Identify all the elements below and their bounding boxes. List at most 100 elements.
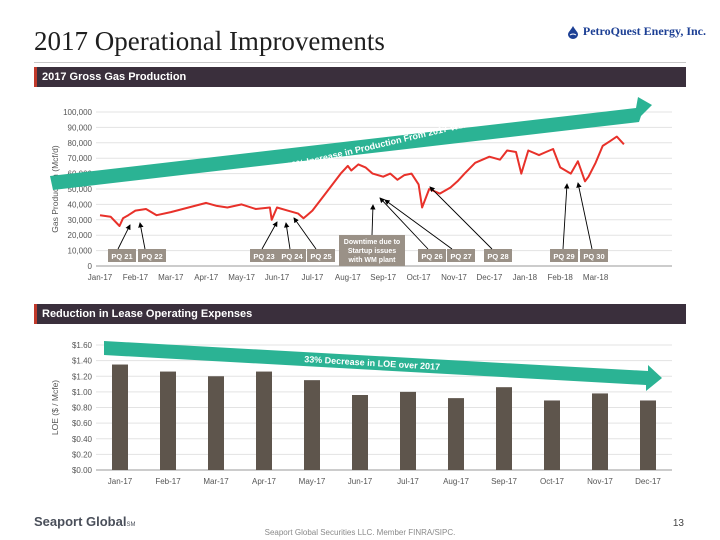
loe-bar — [208, 376, 224, 470]
pq-label-text: PQ 22 — [141, 252, 162, 261]
page-title: 2017 Operational Improvements — [34, 26, 385, 56]
annotation-arrow — [261, 221, 278, 250]
production-trend-label: 150% Increase in Production From 2017 We… — [281, 118, 474, 173]
pq-label-box — [550, 249, 578, 262]
bar-x-tick: Dec-17 — [635, 477, 661, 486]
downtime-label-text: Downtime due to — [344, 239, 400, 246]
annotation-arrow — [117, 224, 131, 250]
line-x-tick: Jan-18 — [513, 273, 538, 282]
bar-x-tick: Mar-17 — [203, 477, 229, 486]
line-x-tick: Jul-17 — [302, 273, 324, 282]
line-y-tick: 70,000 — [68, 154, 93, 163]
line-x-tick: May-17 — [228, 273, 255, 282]
bar-y-tick: $1.40 — [72, 357, 93, 366]
pq-label-text: PQ 25 — [310, 252, 331, 261]
annotation-arrow — [384, 199, 453, 250]
pq-label-text: PQ 23 — [253, 252, 274, 261]
pq-label-box — [447, 249, 475, 262]
line-y-tick: 10,000 — [68, 247, 93, 256]
line-x-tick: Jan-17 — [88, 273, 113, 282]
annotation-arrow — [293, 217, 317, 250]
loe-bar — [544, 400, 560, 470]
production-trend-arrow — [50, 97, 652, 190]
pq-label-text: PQ 28 — [487, 252, 508, 261]
loe-section-header: Reduction in Lease Operating Expenses — [34, 304, 686, 324]
loe-bar — [400, 391, 416, 470]
bar-y-tick: $1.00 — [72, 388, 93, 397]
pq-label-text: PQ 27 — [450, 252, 471, 261]
downtime-label-text: with WM plant — [347, 257, 396, 264]
loe-bar — [160, 371, 176, 470]
loe-bar — [112, 364, 128, 470]
bar-x-tick: Nov-17 — [587, 477, 613, 486]
annotation-arrow — [138, 222, 146, 250]
footer-brand: Seaport GlobalSM — [34, 514, 136, 529]
loe-bar — [352, 395, 368, 470]
line-y-tick: 40,000 — [68, 200, 93, 209]
bar-y-tick: $0.60 — [72, 419, 93, 428]
bar-x-tick: Sep-17 — [491, 477, 517, 486]
loe-bar — [640, 400, 656, 470]
pq-label-text: PQ 24 — [281, 252, 303, 261]
bar-y-tick: $0.00 — [72, 466, 93, 475]
pq-label-box — [484, 249, 512, 262]
production-series-line — [99, 135, 625, 227]
bar-y-tick: $0.80 — [72, 404, 93, 413]
pq-label-box — [250, 249, 278, 262]
bar-y-tick: $1.20 — [72, 372, 93, 381]
pq-label-box — [278, 249, 306, 262]
bar-y-tick: $0.20 — [72, 450, 93, 459]
line-y-tick: 0 — [88, 262, 93, 271]
bar-x-tick: Feb-17 — [155, 477, 181, 486]
bar-x-tick: Jan-17 — [108, 477, 133, 486]
line-y-tick: 100,000 — [63, 108, 92, 117]
loe-bar — [256, 371, 272, 470]
pq-label-text: PQ 29 — [553, 252, 574, 261]
line-y-tick: 20,000 — [68, 231, 93, 240]
line-x-tick: Dec-17 — [477, 273, 503, 282]
bar-x-tick: Aug-17 — [443, 477, 469, 486]
drop-icon — [567, 25, 578, 39]
line-x-tick: Feb-18 — [548, 273, 574, 282]
page-number: 13 — [672, 518, 684, 529]
line-x-tick: Mar-17 — [158, 273, 184, 282]
loe-bar — [496, 387, 512, 470]
line-y-tick: 50,000 — [68, 185, 93, 194]
production-section-header: 2017 Gross Gas Production — [34, 67, 686, 87]
pq-label-box — [307, 249, 335, 262]
bar-x-tick: Apr-17 — [252, 477, 277, 486]
line-x-tick: Jun-17 — [265, 273, 290, 282]
footer-note: Seaport Global Securities LLC. Member FI… — [264, 528, 456, 537]
line-x-tick: Aug-17 — [335, 273, 361, 282]
bar-y-tick: $1.60 — [72, 341, 93, 350]
bar-x-tick: Oct-17 — [540, 477, 565, 486]
bar-x-tick: Jul-17 — [397, 477, 419, 486]
line-x-tick: Nov-17 — [441, 273, 467, 282]
loe-bar — [592, 393, 608, 470]
line-x-tick: Mar-18 — [583, 273, 609, 282]
pq-label-text: PQ 26 — [421, 252, 442, 261]
downtime-label-text: Startup issues — [348, 248, 396, 255]
pq-label-box — [418, 249, 446, 262]
annotation-arrow — [562, 183, 570, 250]
annotation-arrow — [370, 204, 376, 236]
bar-y-axis-label: LOE ($ / Mcfe) — [50, 380, 60, 435]
pq-label-box — [580, 249, 608, 262]
annotation-arrow — [576, 182, 593, 250]
loe-bar — [448, 398, 464, 470]
line-y-tick: 90,000 — [68, 123, 93, 132]
downtime-label-box — [339, 235, 405, 266]
company-logo: PetroQuest Energy, Inc. — [566, 24, 706, 39]
bar-y-tick: $0.40 — [72, 435, 93, 444]
pq-label-text: PQ 30 — [583, 252, 604, 261]
line-y-tick: 30,000 — [68, 216, 93, 225]
loe-bar — [304, 380, 320, 470]
bar-x-tick: May-17 — [299, 477, 326, 486]
pq-label-box — [108, 249, 136, 262]
line-y-tick: 80,000 — [68, 139, 93, 148]
title-divider — [34, 62, 686, 63]
line-x-tick: Feb-17 — [123, 273, 149, 282]
pq-label-text: PQ 21 — [111, 252, 132, 261]
bar-x-tick: Jun-17 — [348, 477, 373, 486]
